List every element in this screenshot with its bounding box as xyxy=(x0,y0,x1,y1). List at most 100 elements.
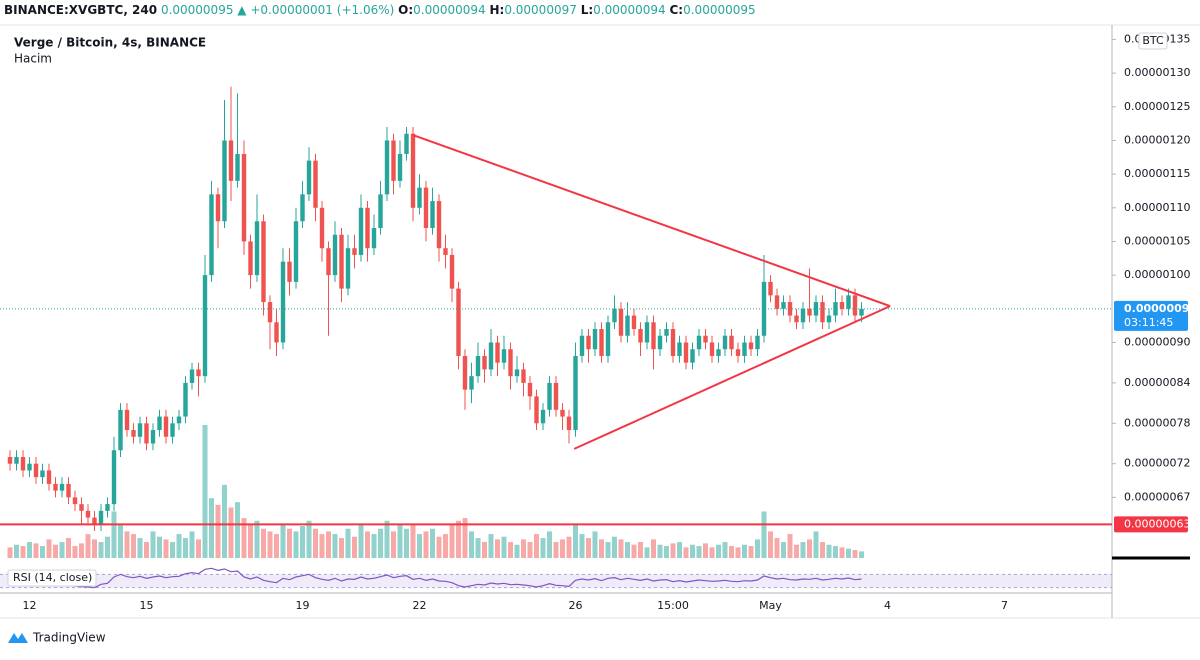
volume-bar xyxy=(638,542,643,558)
volume-bar xyxy=(105,536,110,558)
volume-bar xyxy=(150,531,156,558)
y-tick-label: 0.00000110 xyxy=(1124,201,1190,214)
candle-body xyxy=(85,510,91,518)
volume-bar xyxy=(410,524,416,558)
candle-body xyxy=(514,369,520,377)
candle-body xyxy=(209,194,214,276)
candle-body xyxy=(274,322,279,343)
candle-body xyxy=(670,329,676,356)
volume-bar xyxy=(293,531,299,558)
volume-bar xyxy=(521,539,526,558)
last-price-badge xyxy=(1114,300,1188,331)
candle-body xyxy=(423,187,429,228)
candle-body xyxy=(189,369,195,383)
volume-bar xyxy=(683,547,689,558)
volume-bar xyxy=(501,536,507,558)
volume-bar xyxy=(605,542,611,558)
candle-body xyxy=(66,483,71,498)
candle-body xyxy=(527,382,533,397)
volume-bar xyxy=(33,543,39,558)
candle-body xyxy=(826,315,832,323)
volume-bar xyxy=(274,534,279,558)
candle-body xyxy=(508,349,513,377)
volume-bar xyxy=(527,542,533,558)
candle-body xyxy=(280,261,286,343)
y-tick-label: 0.00000084 xyxy=(1124,376,1190,389)
volume-bar xyxy=(573,524,578,558)
y-tick-label: 0.00000078 xyxy=(1124,416,1190,429)
volume-bar xyxy=(319,534,325,558)
volume-bar xyxy=(170,542,175,558)
volume-bar xyxy=(670,543,676,558)
x-tick-label: 4 xyxy=(884,599,891,612)
candle-body xyxy=(410,133,416,208)
volume-bar xyxy=(495,539,500,558)
volume-bar xyxy=(358,524,364,558)
x-tick-label: 12 xyxy=(23,599,37,612)
candle-body xyxy=(703,335,708,343)
candle-body xyxy=(150,430,156,444)
last-price: 0.00000095 xyxy=(160,3,234,17)
candle-body xyxy=(709,342,715,356)
candle-body xyxy=(92,517,97,525)
candle-body xyxy=(397,153,403,181)
candle-body xyxy=(27,463,32,471)
volume-bar xyxy=(423,531,429,558)
candle-body xyxy=(573,355,578,431)
y-tick-label: 0.00000120 xyxy=(1124,133,1190,146)
volume-bar xyxy=(839,547,845,558)
candle-body xyxy=(631,315,637,330)
y-tick-label: 0.00000115 xyxy=(1124,167,1190,180)
candle-body xyxy=(163,416,169,437)
candle-body xyxy=(222,140,227,222)
volume-bar xyxy=(774,538,780,558)
volume-bar xyxy=(813,531,819,558)
volume-bar xyxy=(339,538,344,558)
candle-body xyxy=(456,288,461,356)
candle-body xyxy=(612,308,617,323)
candle-body xyxy=(735,349,741,356)
candle-body xyxy=(605,322,611,356)
candle-body xyxy=(625,315,630,336)
y-tick-label: 0.00000090 xyxy=(1124,335,1190,348)
candle-body xyxy=(306,160,312,195)
volume-bar xyxy=(703,543,708,558)
volume-bar xyxy=(677,542,682,558)
candle-body xyxy=(53,483,58,491)
rsi-line xyxy=(9,567,862,589)
volume-bar xyxy=(384,520,390,558)
volume-bar xyxy=(176,534,182,558)
hline-badge xyxy=(1114,516,1188,533)
candle-body xyxy=(482,355,487,370)
candle-body xyxy=(46,470,52,484)
candle-body xyxy=(40,470,45,478)
candle-body xyxy=(339,234,344,289)
candle-body xyxy=(111,450,117,505)
volume-bar xyxy=(352,536,357,558)
change-arrow: ▲ xyxy=(237,3,247,17)
candle-body xyxy=(820,302,825,323)
candle-body xyxy=(436,201,442,249)
candle-body xyxy=(248,241,253,276)
volume-bar xyxy=(163,539,169,558)
volume-bar xyxy=(241,518,247,558)
volume-bar xyxy=(20,546,26,558)
volume-bar xyxy=(755,539,760,558)
ohlc-value: 0.00000097 xyxy=(504,3,577,17)
candle-body xyxy=(657,335,663,350)
volume-bar xyxy=(586,538,591,558)
volume-bar xyxy=(345,528,351,558)
candle-body xyxy=(14,456,19,464)
candle-body xyxy=(716,349,721,356)
last-price-label: 0.00000095 xyxy=(1124,302,1197,315)
candle-body xyxy=(521,369,526,383)
volume-bar xyxy=(332,534,338,558)
candle-body xyxy=(599,329,604,356)
candle-body xyxy=(98,510,104,525)
candle-body xyxy=(300,194,305,222)
volume-bar xyxy=(300,526,305,558)
candle-body xyxy=(196,369,201,377)
candle-body xyxy=(332,234,338,276)
candle-body xyxy=(579,335,585,356)
